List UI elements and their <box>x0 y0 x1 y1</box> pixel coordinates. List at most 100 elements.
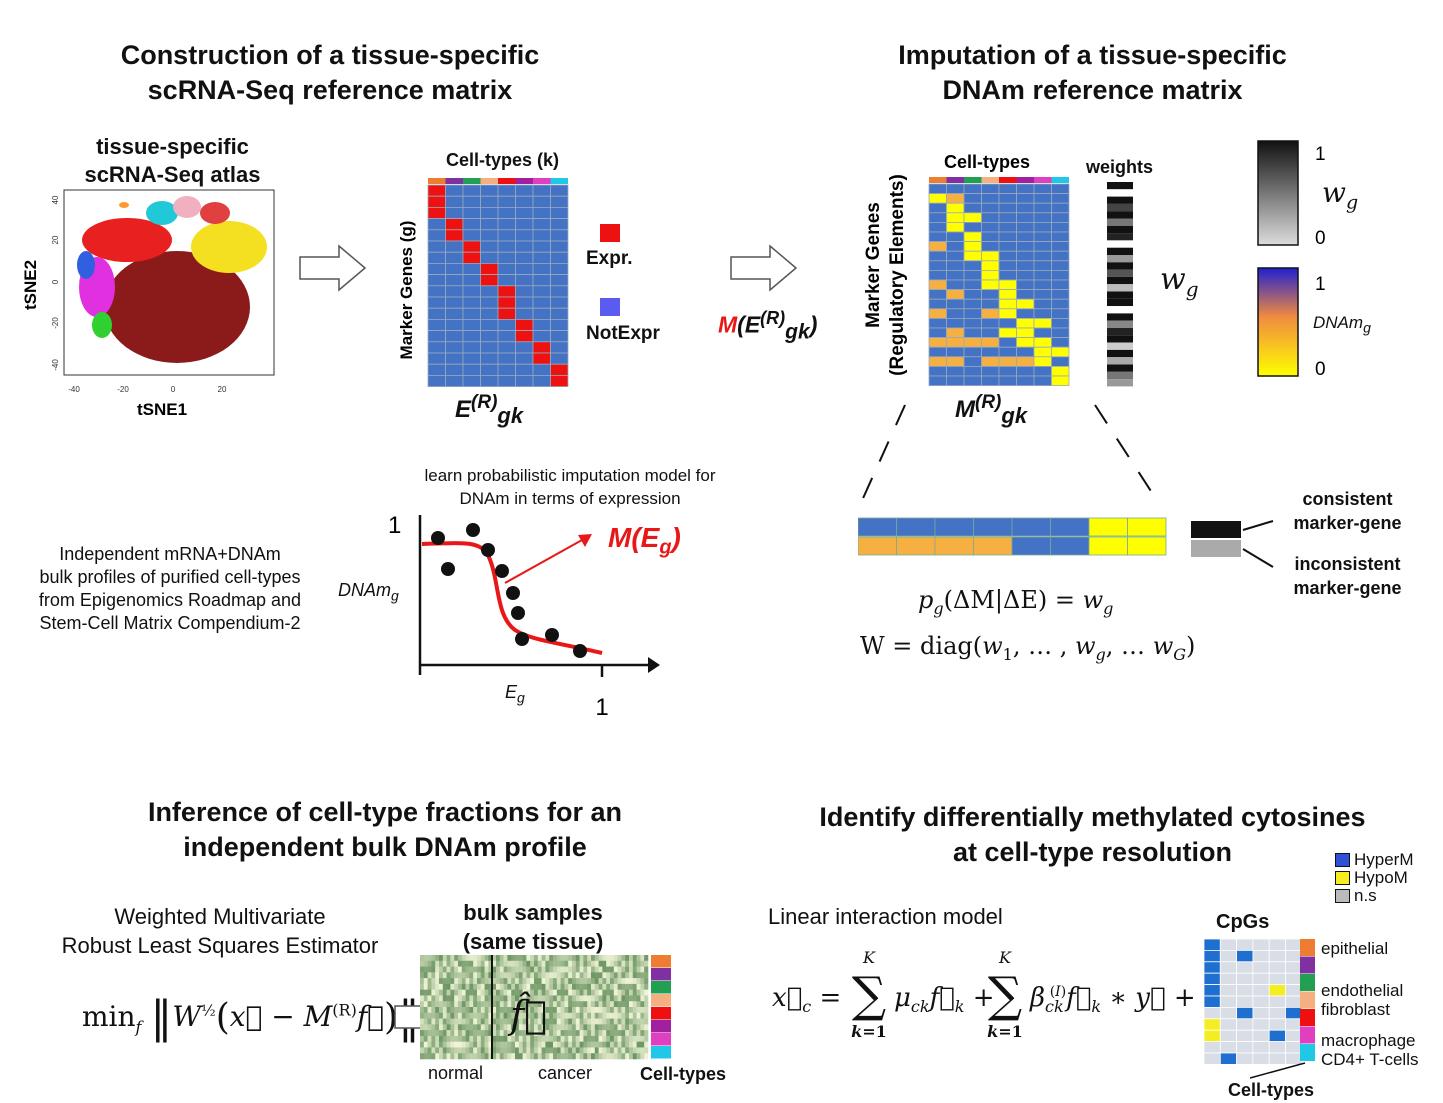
bulk-cell <box>598 983 603 990</box>
bulk-cell <box>591 960 596 967</box>
matrix-cell <box>515 240 534 253</box>
bulk-cell <box>575 1053 580 1060</box>
matrix-cell <box>998 260 1017 271</box>
bulk-cell <box>575 972 580 979</box>
bulk-cell <box>640 1035 645 1042</box>
celltype-color-bar <box>1300 1026 1315 1044</box>
bulk-cell <box>454 955 459 962</box>
bulk-cell <box>526 1024 531 1031</box>
bulk-cell <box>617 972 622 979</box>
bulk-cell <box>477 972 482 979</box>
matrix-cell <box>462 195 481 208</box>
matrix-cell <box>1051 337 1070 348</box>
bulk-cell <box>496 1041 501 1048</box>
bulk-cell <box>632 1007 637 1014</box>
bulk-cell <box>499 955 504 962</box>
bulk-cell <box>587 1024 592 1031</box>
matrix-cell <box>1051 356 1070 367</box>
bulk-cell <box>606 989 611 996</box>
bulk-cell <box>564 972 569 979</box>
bulk-cell <box>545 966 550 973</box>
bulk-cell <box>518 995 523 1002</box>
bulk-cell <box>480 983 485 990</box>
matrix-cell <box>963 270 982 281</box>
bulk-cell <box>568 966 573 973</box>
bulk-cell <box>640 989 645 996</box>
consistent-label-2: marker-gene <box>1293 513 1402 533</box>
matrix-cell <box>445 206 464 219</box>
bulk-cell <box>473 1024 478 1031</box>
bulk-cell <box>537 1007 542 1014</box>
bulk-cell <box>644 978 649 985</box>
dmc-cell <box>1219 1029 1237 1042</box>
bulk-cell <box>435 1030 440 1037</box>
matrix-cell <box>445 318 464 331</box>
bulk-cell <box>636 995 641 1002</box>
bulk-cell <box>636 1024 641 1031</box>
matrix-cell <box>550 296 569 309</box>
bulk-cell <box>477 955 482 962</box>
bulk-cell <box>575 989 580 996</box>
dmc-cell <box>1252 1007 1270 1020</box>
bulk-cell <box>423 1030 428 1037</box>
matrix-cell <box>1033 298 1052 310</box>
bulk-cell <box>461 1047 466 1054</box>
dmc-cell <box>1219 1041 1237 1054</box>
matrix-cell <box>445 184 464 197</box>
bulk-cell <box>598 1001 603 1008</box>
matrix-cell <box>1051 202 1070 214</box>
bulk-cell <box>568 1012 573 1019</box>
bulk-cell <box>537 972 542 979</box>
matrix-cell <box>1016 289 1035 300</box>
bulk-cell <box>469 1018 474 1025</box>
bulk-cell <box>534 1012 539 1019</box>
bulk-cell <box>503 972 508 979</box>
matrix-cell <box>445 296 464 309</box>
bulk-cell <box>640 1053 645 1060</box>
matrix-cell <box>1051 193 1070 204</box>
bulk-cell <box>511 1035 516 1042</box>
bulk-cell <box>530 995 535 1002</box>
dmc-cell <box>1252 961 1270 974</box>
bulk-cell <box>473 1018 478 1025</box>
bulk-cell <box>553 1053 558 1060</box>
bulk-cell <box>435 1053 440 1060</box>
consistent-label: consistent marker-gene <box>1275 487 1420 535</box>
matrix-cell <box>981 375 1000 387</box>
bulk-cell <box>420 1024 425 1031</box>
bulk-cell <box>541 1018 546 1025</box>
matrix-cell <box>427 274 446 287</box>
bulk-cell <box>503 955 508 962</box>
matrix-cell <box>445 274 464 287</box>
dmc-cell <box>1268 938 1286 951</box>
matrix-cell <box>981 317 1000 329</box>
bulk-cell <box>617 983 622 990</box>
bulk-cell <box>461 1035 466 1042</box>
bulk-cell <box>530 1041 535 1048</box>
bulk-cell <box>446 966 451 973</box>
bulk-cell <box>480 1007 485 1014</box>
bulk-cell <box>469 1035 474 1042</box>
matrix-cell <box>1051 270 1070 281</box>
scale-gray-bottom: 0 <box>1315 228 1326 249</box>
matrix-cell <box>497 274 516 287</box>
bulk-cell <box>568 1041 573 1048</box>
bulk-cell <box>522 1024 527 1031</box>
bulk-cell <box>446 1001 451 1008</box>
matrix-cell <box>445 218 464 231</box>
bulk-cell <box>621 1012 626 1019</box>
bulk-cell <box>568 960 573 967</box>
bulk-cell <box>610 1018 615 1025</box>
bulk-cell <box>564 978 569 985</box>
bulk-cell <box>629 1047 634 1054</box>
bulk-cell <box>568 1053 573 1060</box>
celltype-color-bar <box>651 1033 671 1046</box>
bulk-cell <box>423 1007 428 1014</box>
celltype-color-bar <box>445 178 463 184</box>
bulk-cell <box>598 966 603 973</box>
legend-swatch <box>1335 853 1350 867</box>
panel2-title: Imputation of a tissue-specific DNAm ref… <box>820 38 1365 108</box>
bulk-cell <box>503 1047 508 1054</box>
bulk-cell <box>560 960 565 967</box>
bulk-cell <box>492 966 497 973</box>
